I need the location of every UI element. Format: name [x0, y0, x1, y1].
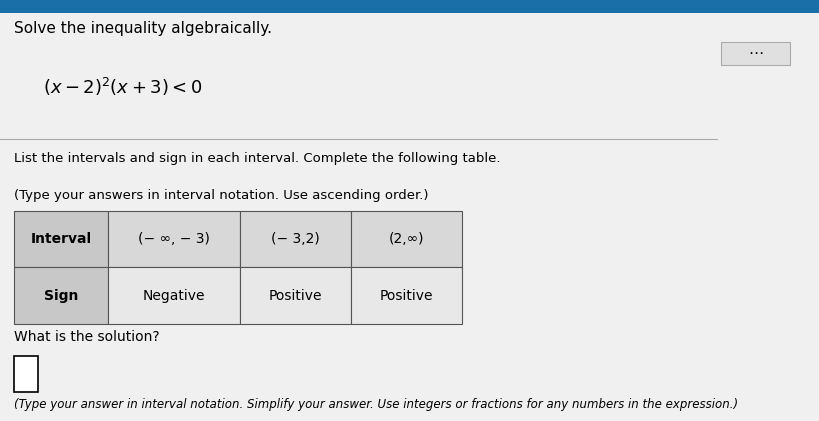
FancyBboxPatch shape	[107, 267, 240, 324]
FancyBboxPatch shape	[15, 267, 107, 324]
FancyBboxPatch shape	[107, 210, 240, 267]
FancyBboxPatch shape	[240, 210, 351, 267]
Text: Positive: Positive	[269, 289, 323, 303]
FancyBboxPatch shape	[351, 210, 463, 267]
Text: (2,∞): (2,∞)	[389, 232, 424, 246]
Text: (Type your answer in interval notation. Simplify your answer. Use integers or fr: (Type your answer in interval notation. …	[15, 398, 739, 411]
FancyBboxPatch shape	[15, 210, 107, 267]
Text: $(x-2)^2(x+3)<0$: $(x-2)^2(x+3)<0$	[43, 76, 202, 98]
Text: Solve the inequality algebraically.: Solve the inequality algebraically.	[15, 21, 273, 36]
FancyBboxPatch shape	[240, 267, 351, 324]
Text: Interval: Interval	[30, 232, 92, 246]
Text: Sign: Sign	[43, 289, 78, 303]
Text: (Type your answers in interval notation. Use ascending order.): (Type your answers in interval notation.…	[15, 189, 429, 203]
Text: ⋯: ⋯	[748, 46, 763, 61]
Text: Positive: Positive	[380, 289, 433, 303]
FancyBboxPatch shape	[351, 267, 463, 324]
Text: List the intervals and sign in each interval. Complete the following table.: List the intervals and sign in each inte…	[15, 152, 501, 165]
Text: (− 3,2): (− 3,2)	[271, 232, 320, 246]
FancyBboxPatch shape	[15, 356, 38, 392]
Text: (− ∞, − 3): (− ∞, − 3)	[138, 232, 210, 246]
Text: What is the solution?: What is the solution?	[15, 330, 160, 344]
Text: Negative: Negative	[143, 289, 205, 303]
